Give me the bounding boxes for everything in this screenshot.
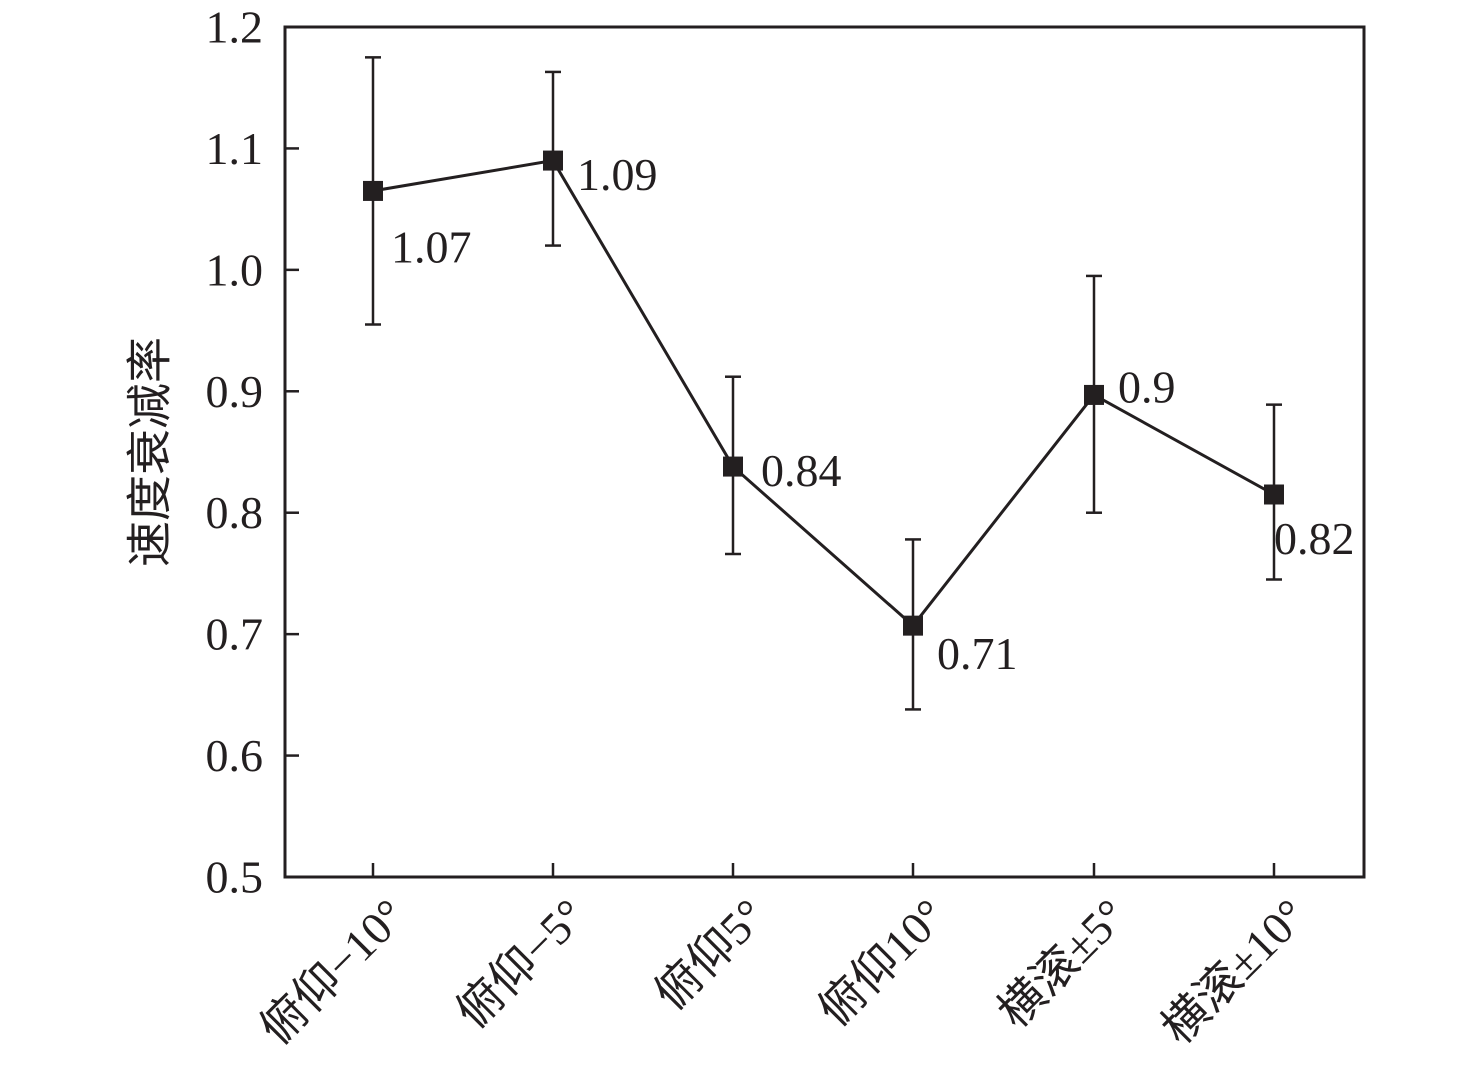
y-tick-label: 1.2	[206, 2, 264, 53]
series-layer: 1.07 1.09 0.84 0.71 0.9 0.82	[363, 56, 1355, 711]
y-axis-title: 速度衰减率	[125, 337, 176, 567]
plot-frame	[283, 25, 1366, 879]
data-label: 0.82	[1274, 513, 1355, 564]
data-point-marker	[1084, 384, 1104, 405]
data-point-marker	[363, 180, 383, 201]
x-category-label: 俯仰−10°	[250, 889, 415, 1054]
data-label: 0.71	[937, 628, 1018, 679]
y-tick-label: 0.7	[206, 609, 264, 660]
data-point-marker	[1264, 484, 1284, 505]
data-point-marker	[723, 456, 743, 477]
data-point-marker	[543, 150, 563, 171]
x-axis-ticks: 俯仰−10° 俯仰−5° 俯仰5° 俯仰10° 横滚±5° 横滚±10°	[250, 863, 1316, 1054]
y-axis-ticks: 0.5 0.6 0.7 0.8 0.9 1.0 1.1 1.2	[206, 2, 299, 903]
y-tick-label: 1.1	[206, 123, 264, 174]
y-tick-label: 0.6	[206, 730, 264, 781]
y-tick-label: 1.0	[206, 244, 264, 295]
y-tick-label: 0.8	[206, 487, 264, 538]
data-label: 0.9	[1118, 361, 1176, 412]
data-label: 1.07	[391, 221, 472, 272]
y-tick-label: 0.9	[206, 366, 264, 417]
y-tick-label: 0.5	[206, 852, 264, 903]
data-label: 1.09	[577, 149, 658, 200]
x-category-label: 俯仰5°	[645, 889, 775, 1019]
data-point-marker	[903, 615, 923, 636]
data-label: 0.84	[761, 445, 842, 496]
x-category-label: 横滚±5°	[988, 889, 1136, 1037]
x-category-label: 俯仰−5°	[447, 889, 596, 1038]
x-category-label: 俯仰10°	[809, 889, 956, 1036]
series-line	[372, 158, 1275, 628]
x-category-label: 横滚±10°	[1152, 889, 1317, 1054]
